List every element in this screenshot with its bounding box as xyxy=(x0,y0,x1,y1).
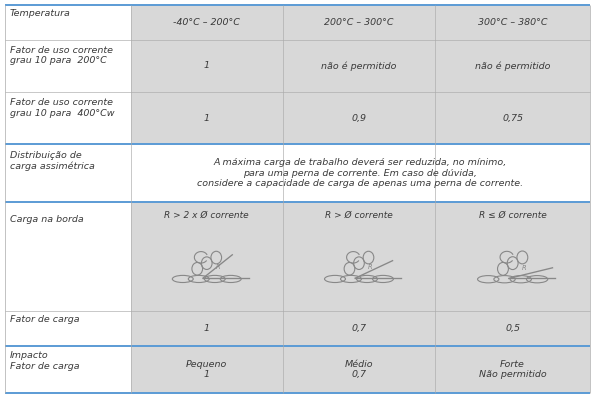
Bar xyxy=(435,92,590,144)
Bar xyxy=(131,5,283,40)
Bar xyxy=(5,346,131,393)
Text: 1: 1 xyxy=(203,324,210,333)
Text: R ≤ Ø corrente: R ≤ Ø corrente xyxy=(479,211,547,219)
Text: 0,7: 0,7 xyxy=(352,324,367,333)
Bar xyxy=(5,144,131,202)
Text: -40°C – 200°C: -40°C – 200°C xyxy=(173,18,240,27)
Text: 1: 1 xyxy=(203,61,210,70)
Text: R > 2 x Ø corrente: R > 2 x Ø corrente xyxy=(164,211,249,219)
Text: não é permitido: não é permitido xyxy=(321,61,397,70)
Text: Médio
0,7: Médio 0,7 xyxy=(345,360,373,379)
Bar xyxy=(131,40,283,92)
Text: Fator de uso corrente
grau 10 para  400°Cw: Fator de uso corrente grau 10 para 400°C… xyxy=(10,98,114,118)
Text: 200°C – 300°C: 200°C – 300°C xyxy=(324,18,394,27)
Bar xyxy=(283,311,435,346)
Bar xyxy=(131,202,283,311)
Text: R > Ø corrente: R > Ø corrente xyxy=(325,211,393,219)
Text: Distribuição de
carga assimétrica: Distribuição de carga assimétrica xyxy=(10,151,95,171)
Text: Pequeno
1: Pequeno 1 xyxy=(186,360,227,379)
Bar xyxy=(131,144,590,202)
Text: Forte
Não permitido: Forte Não permitido xyxy=(479,360,547,379)
Text: 0,9: 0,9 xyxy=(352,114,367,123)
Text: Impacto
Fator de carga: Impacto Fator de carga xyxy=(10,351,79,371)
Bar xyxy=(131,311,283,346)
Bar xyxy=(283,346,435,393)
Bar xyxy=(435,202,590,311)
Bar xyxy=(131,92,283,144)
Text: R: R xyxy=(522,265,527,271)
Text: Fator de carga: Fator de carga xyxy=(10,315,79,324)
Bar xyxy=(131,346,283,393)
Bar xyxy=(5,202,131,311)
Bar xyxy=(5,311,131,346)
Bar xyxy=(435,5,590,40)
Bar xyxy=(435,40,590,92)
Bar xyxy=(283,92,435,144)
Text: não é permitido: não é permitido xyxy=(475,61,550,70)
Text: R: R xyxy=(368,265,372,271)
Text: R: R xyxy=(216,265,221,271)
Bar xyxy=(5,5,131,40)
Text: Fator de uso corrente
grau 10 para  200°C: Fator de uso corrente grau 10 para 200°C xyxy=(10,46,112,65)
Text: 300°C – 380°C: 300°C – 380°C xyxy=(478,18,547,27)
Text: Carga na borda: Carga na borda xyxy=(10,215,83,224)
Text: 0,75: 0,75 xyxy=(502,114,523,123)
Bar xyxy=(5,92,131,144)
Bar xyxy=(435,311,590,346)
Text: Temperatura: Temperatura xyxy=(10,9,70,18)
Bar xyxy=(283,202,435,311)
Bar xyxy=(435,346,590,393)
Bar xyxy=(5,40,131,92)
Text: 0,5: 0,5 xyxy=(505,324,520,333)
Text: A máxima carga de trabalho deverá ser reduzida, no mínimo,
para uma perna de cor: A máxima carga de trabalho deverá ser re… xyxy=(198,158,524,188)
Bar xyxy=(283,5,435,40)
Bar xyxy=(283,40,435,92)
Text: 1: 1 xyxy=(203,114,210,123)
